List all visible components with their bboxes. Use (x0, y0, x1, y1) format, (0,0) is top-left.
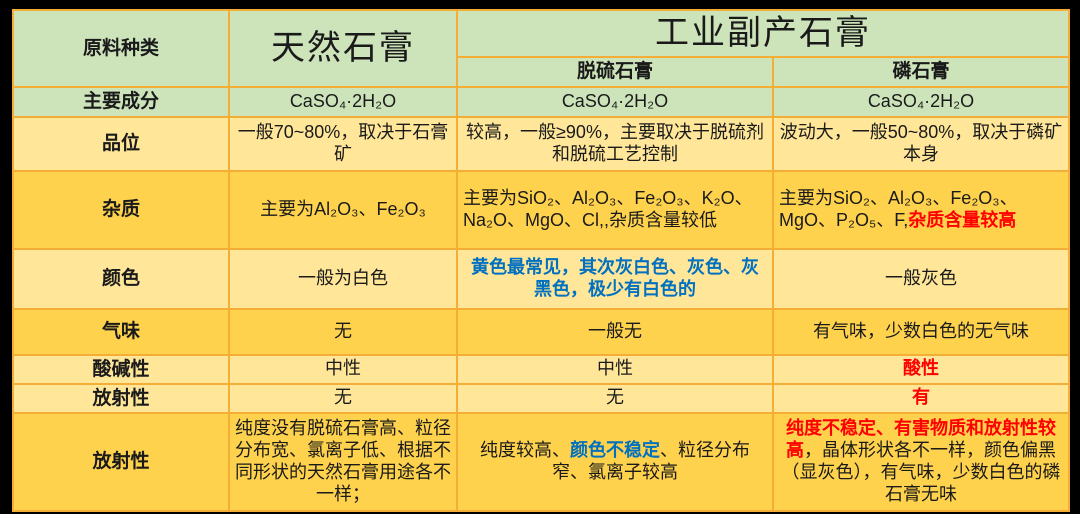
row-label: 放射性 (12, 382, 230, 414)
row-label: 酸碱性 (12, 353, 230, 385)
table-row-main-component: 主要成分 CaSO₄·2H₂O CaSO₄·2H₂O CaSO₄·2H₂O (12, 85, 1070, 118)
subheader-row: 脱硫石膏 磷石膏 (13, 56, 1070, 88)
desulfurization-gypsum-cell: 较高，一般≥90%，主要取决于脱硫剂和脱硫工艺控制 (456, 115, 774, 172)
natural-gypsum-cell: 一般70~80%，取决于石膏矿 (228, 115, 458, 172)
natural-gypsum-cell: CaSO₄·2H₂O (228, 85, 458, 118)
desulfurization-gypsum-cell: 黄色最常见，其次灰白色、灰色、灰黑色，极少有白色的 (456, 247, 774, 310)
desulfurization-gypsum-cell: 无 (456, 382, 774, 414)
phosphogypsum-cell: 纯度不稳定、有害物质和放射性较高，晶体形状各不一样，颜色偏黑（显灰色），有气味，… (772, 411, 1070, 512)
natural-gypsum-cell: 中性 (228, 353, 458, 385)
phosphogypsum-cell: 波动大，一般50~80%，取决于磷矿本身 (772, 115, 1070, 172)
phosphogypsum-cell: 有 (772, 382, 1070, 414)
desulfurization-gypsum-cell: 中性 (456, 353, 774, 385)
phosphogypsum-cell: 酸性 (772, 353, 1070, 385)
table-row-grade: 品位 一般70~80%，取决于石膏矿 较高，一般≥90%，主要取决于脱硫剂和脱硫… (12, 115, 1070, 172)
gypsum-comparison-table: 原料种类 天然石膏 工业副产石膏 脱硫石膏 磷石膏 主要成分 CaSO₄·2H₂… (12, 8, 1070, 512)
natural-gypsum-cell: 纯度没有脱硫石膏高、粒径分布宽、氯离子低、根据不同形状的天然石膏用途各不一样； (228, 411, 458, 512)
phosphogypsum-cell: 有气味，少数白色的无气味 (772, 307, 1070, 356)
desulfurization-gypsum-cell: 一般无 (456, 307, 774, 356)
row-label: 主要成分 (12, 85, 230, 118)
natural-gypsum-header: 天然石膏 (228, 9, 458, 88)
row-label: 放射性 (12, 411, 230, 512)
natural-gypsum-cell: 一般为白色 (228, 247, 458, 310)
natural-gypsum-cell: 无 (228, 382, 458, 414)
table-row-color: 颜色 一般为白色 黄色最常见，其次灰白色、灰色、灰黑色，极少有白色的 一般灰色 (12, 247, 1070, 310)
row-label: 杂质 (12, 169, 230, 250)
row-label: 气味 (12, 307, 230, 356)
row-label: 颜色 (12, 247, 230, 310)
table-row-radioactivity: 放射性 无 无 有 (12, 382, 1070, 414)
natural-gypsum-cell: 主要为Al₂O₃、Fe₂O₃ (228, 169, 458, 250)
table-row-characteristics: 放射性 纯度没有脱硫石膏高、粒径分布宽、氯离子低、根据不同形状的天然石膏用途各不… (12, 411, 1070, 512)
table-row-acidity: 酸碱性 中性 中性 酸性 (12, 353, 1070, 385)
phosphogypsum-header: 磷石膏 (772, 56, 1070, 88)
desulfurization-gypsum-cell: 纯度较高、颜色不稳定、粒径分布窄、氯离子较高 (456, 411, 774, 512)
table-row-impurities: 杂质 主要为Al₂O₃、Fe₂O₃ 主要为SiO₂、Al₂O₃、Fe₂O₃、K₂… (12, 169, 1070, 250)
natural-gypsum-cell: 无 (228, 307, 458, 356)
header-row: 原料种类 天然石膏 工业副产石膏 (12, 8, 1070, 88)
phosphogypsum-cell: 一般灰色 (772, 247, 1070, 310)
raw-material-type-header: 原料种类 (12, 9, 230, 88)
row-label: 品位 (12, 115, 230, 172)
desulfurization-gypsum-cell: CaSO₄·2H₂O (456, 85, 774, 118)
desulfurization-gypsum-cell: 主要为SiO₂、Al₂O₃、Fe₂O₃、K₂O、Na₂O、MgO、Cl,,杂质含… (456, 169, 774, 250)
phosphogypsum-cell: 主要为SiO₂、Al₂O₃、Fe₂O₃、MgO、P₂O₅、F,杂质含量较高 (772, 169, 1070, 250)
desulfurization-gypsum-header: 脱硫石膏 (456, 56, 774, 88)
industrial-byproduct-gypsum-header: 工业副产石膏 (456, 8, 1070, 59)
phosphogypsum-cell: CaSO₄·2H₂O (772, 85, 1070, 118)
table-row-odor: 气味 无 一般无 有气味，少数白色的无气味 (12, 307, 1070, 356)
